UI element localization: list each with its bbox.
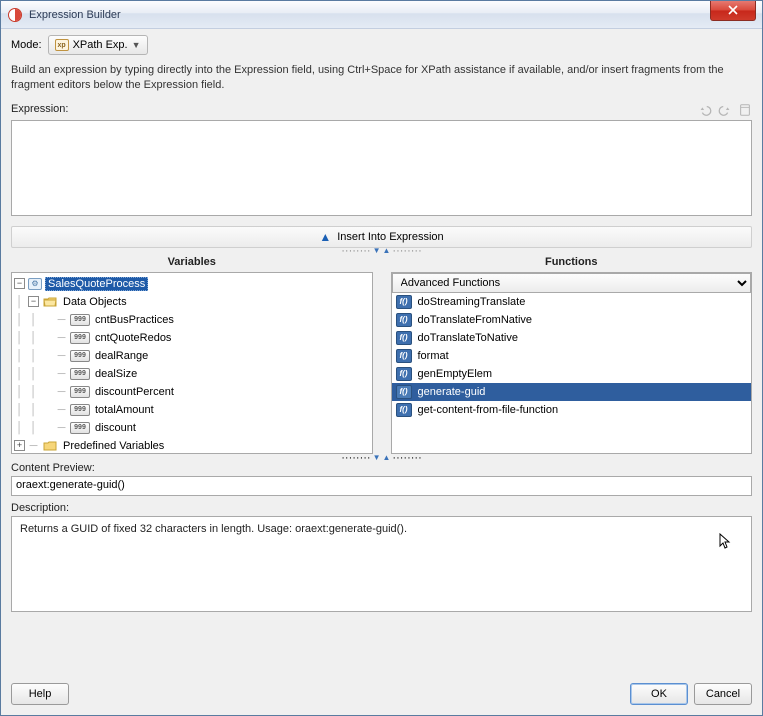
undo-icon[interactable] bbox=[698, 103, 712, 120]
cancel-button[interactable]: Cancel bbox=[694, 683, 752, 705]
content-preview-label: Content Preview: bbox=[11, 462, 752, 474]
tree-node-variable[interactable]: ││─999discount bbox=[12, 419, 372, 437]
function-icon: f() bbox=[396, 385, 412, 399]
chevron-down-icon: ▼ bbox=[132, 40, 141, 50]
window-title: Expression Builder bbox=[29, 9, 121, 21]
variable-icon: 999 bbox=[70, 314, 90, 326]
variables-tree[interactable]: − ⚙ SalesQuoteProcess │ − Data Objects │… bbox=[11, 272, 373, 454]
function-category-select[interactable]: Advanced Functions bbox=[392, 273, 752, 293]
process-icon: ⚙ bbox=[28, 278, 42, 290]
cursor-icon bbox=[719, 533, 733, 551]
tree-node-variable[interactable]: ││─999dealSize bbox=[12, 365, 372, 383]
description-box: Returns a GUID of fixed 32 characters in… bbox=[11, 516, 752, 612]
titlebar: Expression Builder bbox=[1, 1, 762, 29]
instruction-text: Build an expression by typing directly i… bbox=[11, 63, 752, 93]
tree-label: Data Objects bbox=[61, 296, 129, 308]
function-item[interactable]: f() doTranslateToNative bbox=[392, 329, 752, 347]
function-label: format bbox=[418, 350, 449, 362]
ok-label: OK bbox=[651, 688, 667, 700]
expression-textarea[interactable] bbox=[11, 120, 752, 216]
function-label: get-content-from-file-function bbox=[418, 404, 559, 416]
folder-icon bbox=[42, 439, 58, 453]
tree-label: cntQuoteRedos bbox=[93, 332, 173, 344]
variables-column: Variables − ⚙ SalesQuoteProcess │ − Data… bbox=[11, 254, 373, 454]
description-label: Description: bbox=[11, 502, 752, 514]
mode-select[interactable]: xp XPath Exp. ▼ bbox=[48, 35, 148, 55]
ok-button[interactable]: OK bbox=[630, 683, 688, 705]
function-item[interactable]: f() get-content-from-file-function bbox=[392, 401, 752, 419]
columns: Variables − ⚙ SalesQuoteProcess │ − Data… bbox=[11, 254, 752, 454]
function-label: doTranslateToNative bbox=[418, 332, 518, 344]
functions-column: Functions Advanced Functions f() doStream… bbox=[391, 254, 753, 454]
function-icon: f() bbox=[396, 367, 412, 381]
tree-node-variable[interactable]: ││─999cntBusPractices bbox=[12, 311, 372, 329]
tree-label: dealSize bbox=[93, 368, 139, 380]
tree-label: SalesQuoteProcess bbox=[45, 277, 148, 291]
redo-icon[interactable] bbox=[718, 103, 732, 120]
xpath-icon: xp bbox=[55, 39, 69, 51]
insert-label: Insert Into Expression bbox=[337, 231, 443, 243]
variable-icon: 999 bbox=[70, 350, 90, 362]
function-label: doTranslateFromNative bbox=[418, 314, 533, 326]
functions-panel: Advanced Functions f() doStreamingTransla… bbox=[391, 272, 753, 454]
function-label: generate-guid bbox=[418, 386, 486, 398]
variables-header: Variables bbox=[11, 254, 373, 272]
expression-label: Expression: bbox=[11, 103, 68, 115]
function-label: doStreamingTranslate bbox=[418, 296, 526, 308]
function-item[interactable]: f() generate-guid bbox=[392, 383, 752, 401]
splitter-horizontal-2[interactable]: ········▼▲········ bbox=[11, 454, 752, 462]
help-button[interactable]: Help bbox=[11, 683, 69, 705]
variable-icon: 999 bbox=[70, 386, 90, 398]
collapse-icon[interactable]: − bbox=[28, 296, 39, 307]
tree-label: discount bbox=[93, 422, 138, 434]
mode-label: Mode: bbox=[11, 39, 42, 51]
tree-node-variable[interactable]: ││─999discountPercent bbox=[12, 383, 372, 401]
function-item[interactable]: f() doStreamingTranslate bbox=[392, 293, 752, 311]
function-label: genEmptyElem bbox=[418, 368, 493, 380]
functions-list[interactable]: f() doStreamingTranslate f() doTranslateFro… bbox=[392, 293, 752, 453]
dialog-buttons: Help OK Cancel bbox=[11, 671, 752, 705]
function-icon: f() bbox=[396, 349, 412, 363]
dialog-body: Mode: xp XPath Exp. ▼ Build an expressio… bbox=[1, 29, 762, 715]
tree-label: dealRange bbox=[93, 350, 150, 362]
mode-row: Mode: xp XPath Exp. ▼ bbox=[11, 35, 752, 55]
function-icon: f() bbox=[396, 313, 412, 327]
content-preview-field: oraext:generate-guid() bbox=[11, 476, 752, 496]
variable-icon: 999 bbox=[70, 368, 90, 380]
variable-icon: 999 bbox=[70, 422, 90, 434]
dialog-window: Expression Builder Mode: xp XPath Exp. ▼… bbox=[0, 0, 763, 716]
arrow-up-icon: ▲ bbox=[319, 230, 331, 244]
function-icon: f() bbox=[396, 331, 412, 345]
tree-node-predefined[interactable]: + ─ Predefined Variables bbox=[12, 437, 372, 454]
tree-label: discountPercent bbox=[93, 386, 176, 398]
expand-icon[interactable]: + bbox=[14, 440, 25, 451]
insert-into-expression-button[interactable]: ▲ Insert Into Expression bbox=[11, 226, 752, 248]
function-item[interactable]: f() doTranslateFromNative bbox=[392, 311, 752, 329]
cancel-label: Cancel bbox=[706, 688, 740, 700]
tree-label: totalAmount bbox=[93, 404, 156, 416]
tree-node-variable[interactable]: ││─999dealRange bbox=[12, 347, 372, 365]
function-icon: f() bbox=[396, 403, 412, 417]
tree-label: Predefined Variables bbox=[61, 440, 166, 452]
functions-header: Functions bbox=[391, 254, 753, 272]
collapse-icon[interactable]: − bbox=[14, 278, 25, 289]
close-button[interactable] bbox=[710, 1, 756, 21]
mode-value: XPath Exp. bbox=[73, 39, 128, 51]
clear-icon[interactable] bbox=[738, 103, 752, 120]
help-label: Help bbox=[29, 688, 52, 700]
app-icon bbox=[7, 7, 23, 23]
variable-icon: 999 bbox=[70, 404, 90, 416]
tree-node-data-objects[interactable]: │ − Data Objects bbox=[12, 293, 372, 311]
function-item[interactable]: f() genEmptyElem bbox=[392, 365, 752, 383]
tree-label: cntBusPractices bbox=[93, 314, 176, 326]
tree-node-root[interactable]: − ⚙ SalesQuoteProcess bbox=[12, 275, 372, 293]
function-icon: f() bbox=[396, 295, 412, 309]
variable-icon: 999 bbox=[70, 332, 90, 344]
folder-open-icon bbox=[42, 295, 58, 309]
tree-node-variable[interactable]: ││─999totalAmount bbox=[12, 401, 372, 419]
tree-node-variable[interactable]: ││─999cntQuoteRedos bbox=[12, 329, 372, 347]
description-text: Returns a GUID of fixed 32 characters in… bbox=[20, 523, 407, 535]
function-item[interactable]: f() format bbox=[392, 347, 752, 365]
